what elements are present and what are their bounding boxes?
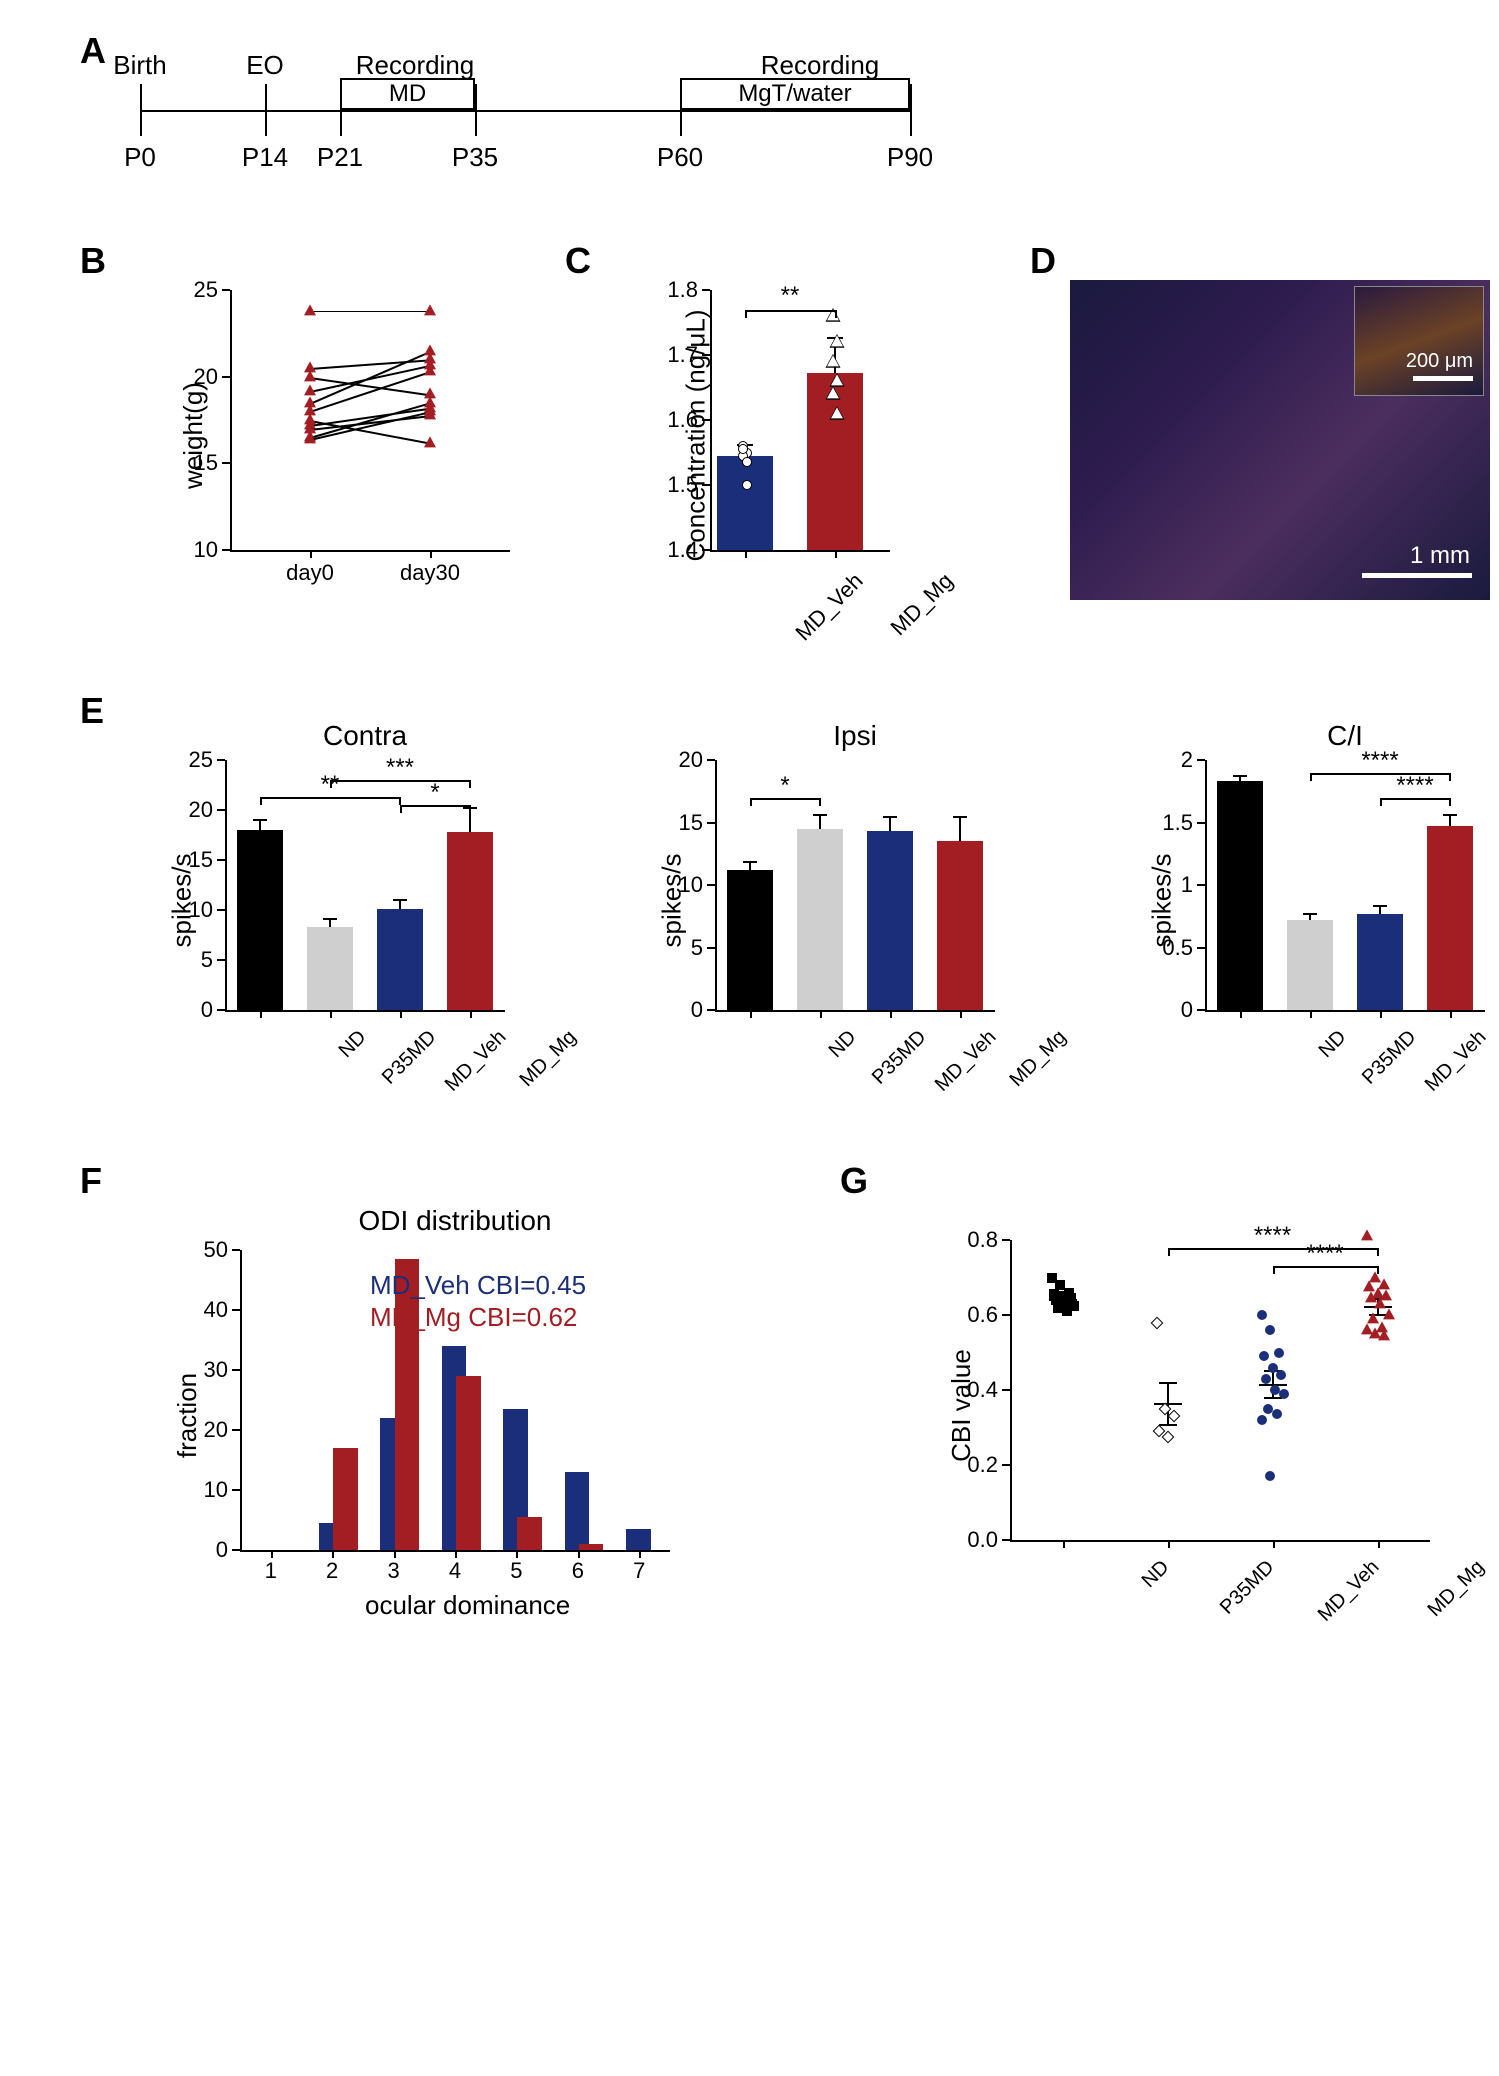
inset-scale-text: 200 μm xyxy=(1406,350,1473,373)
row-e: E Contra0510152025spikes/sNDP35MDMD_VehM… xyxy=(40,690,1459,1130)
panel-g-label: G xyxy=(840,1160,868,1202)
panel-b-chart: 10152025weight(g)day0day30 xyxy=(170,270,500,570)
panel-g-chart: 0.00.20.40.60.8CBI valueNDP35MDMD_VehMD_… xyxy=(940,1200,1460,1600)
brain-section-image: 200 μm 1 mm xyxy=(1070,280,1490,600)
panel-c-chart: 1.41.51.61.71.8Concentration (ng/μL)MD_V… xyxy=(640,270,920,610)
panel-d-image: 200 μm 1 mm xyxy=(1070,270,1490,610)
row-fg: F G ODI distribution01020304050fractiono… xyxy=(40,1160,1459,1650)
inset-scale-bar xyxy=(1413,376,1473,381)
panel-d-label: D xyxy=(1030,240,1056,282)
main-scale-bar xyxy=(1362,573,1472,578)
brain-inset-image: 200 μm xyxy=(1354,286,1484,396)
panel-a: A BirthEORecordingRecordingP0P14P21P35P6… xyxy=(40,30,1459,230)
panel-e-ci: C/I00.511.52spikes/sNDP35MDMD_VehMD_Mg**… xyxy=(1150,720,1499,1060)
figure-root: A BirthEORecordingRecordingP0P14P21P35P6… xyxy=(0,0,1499,1680)
main-scale-text: 1 mm xyxy=(1410,542,1470,570)
panel-e-contra: Contra0510152025spikes/sNDP35MDMD_VehMD_… xyxy=(170,720,520,1060)
row-bcd: B C D 10152025weight(g)day0day30 1.41.51… xyxy=(40,240,1459,660)
panel-f-label: F xyxy=(80,1160,102,1202)
panel-e-ipsi: Ipsi05101520spikes/sNDP35MDMD_VehMD_Mg* xyxy=(660,720,1010,1060)
panel-b-label: B xyxy=(80,240,106,282)
timeline: BirthEORecordingRecordingP0P14P21P35P60P… xyxy=(140,30,940,190)
panel-e-label: E xyxy=(80,690,104,732)
panel-c-label: C xyxy=(565,240,591,282)
panel-f-chart: ODI distribution01020304050fractionocula… xyxy=(170,1200,730,1600)
panel-a-label: A xyxy=(80,30,106,72)
